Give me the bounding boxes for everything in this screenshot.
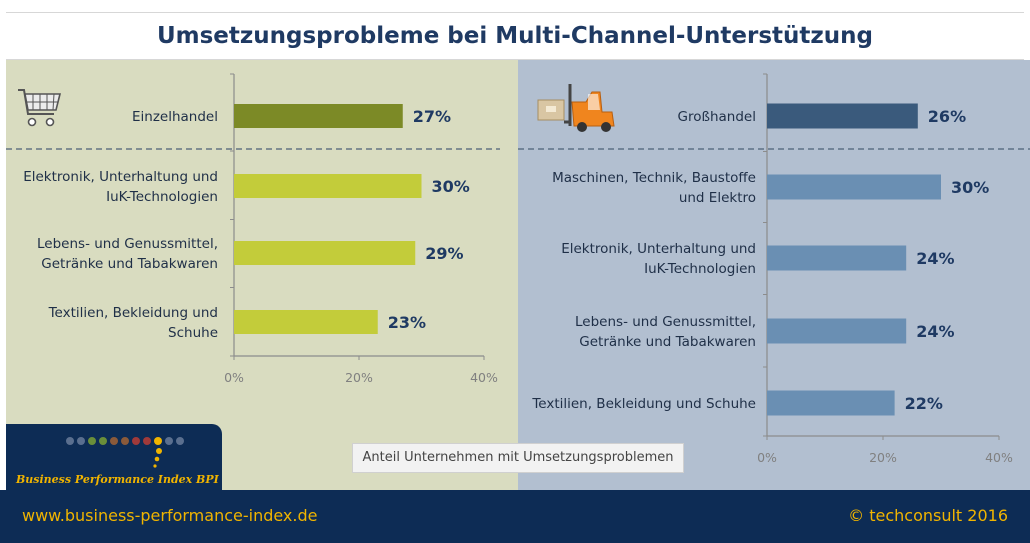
bar — [234, 104, 403, 128]
category-label: Elektronik, Unterhaltung und — [561, 241, 756, 257]
logo-dot — [99, 437, 107, 445]
logo-dot — [154, 456, 160, 462]
bar — [234, 241, 416, 265]
bar-value-label: 27% — [413, 107, 451, 126]
x-tick-label: 0% — [757, 450, 777, 465]
footer: www.business-performance-index.de © tech… — [0, 490, 1030, 543]
bar-value-label: 23% — [388, 313, 426, 332]
left-panel-background — [6, 60, 518, 490]
logo-dot — [153, 464, 157, 468]
bpi-logo: Business Performance Index BPI — [6, 424, 222, 490]
logo-dot — [88, 437, 96, 445]
bar-value-label: 30% — [432, 177, 470, 196]
category-label: Elektronik, Unterhaltung und — [23, 169, 218, 185]
category-label: IuK-Technologien — [644, 261, 756, 277]
bar-value-label: 29% — [425, 244, 463, 263]
bar-value-label: 26% — [928, 107, 966, 126]
bar — [767, 245, 907, 271]
category-label: Einzelhandel — [132, 109, 218, 125]
logo-dot — [176, 437, 184, 445]
category-label: Maschinen, Technik, Baustoffe — [552, 170, 756, 186]
x-tick-label: 40% — [470, 370, 498, 385]
x-tick-label: 20% — [345, 370, 373, 385]
category-label: IuK-Technologien — [106, 189, 218, 205]
category-label: Getränke und Tabakwaren — [579, 334, 756, 350]
logo-dot — [110, 437, 118, 445]
chart-right: 0% 20% 40% 26% Großhandel 30% Maschinen, Techn… — [518, 73, 1030, 465]
title-bar: Umsetzungsprobleme bei Multi-Channel-Unt… — [6, 12, 1024, 60]
footer-url-link[interactable]: www.business-performance-index.de — [22, 506, 318, 525]
bar — [234, 310, 378, 334]
category-label: Lebens- und Genussmittel, — [575, 314, 756, 330]
category-label: Getränke und Tabakwaren — [41, 256, 218, 272]
logo-text: Business Performance Index BPI — [16, 473, 219, 486]
category-label: und Elektro — [679, 190, 756, 206]
category-label: Großhandel — [678, 109, 757, 125]
logo-dots-graphic — [66, 437, 184, 468]
bar-value-label: 24% — [916, 249, 954, 268]
logo-dot — [165, 437, 173, 445]
logo-dot — [143, 437, 151, 445]
category-label: Schuhe — [168, 325, 218, 341]
footer-copyright: © techconsult 2016 — [848, 506, 1008, 525]
bar — [767, 390, 895, 416]
bar — [767, 103, 918, 129]
logo-dot — [77, 437, 85, 445]
category-label: Textilien, Bekleidung und Schuhe — [531, 396, 756, 412]
bar — [234, 174, 422, 198]
chart-left: 0% 20% 40% 27% Einzelhandel 30% Elektronik, Un… — [6, 73, 500, 385]
logo-dot — [66, 437, 74, 445]
x-tick-label: 40% — [985, 450, 1013, 465]
forklift-icon — [537, 84, 615, 132]
logo-dot — [154, 437, 162, 445]
bar-value-label: 24% — [916, 322, 954, 341]
logo-dot — [156, 448, 162, 454]
bar-value-label: 22% — [905, 394, 943, 413]
logo-dot — [132, 437, 140, 445]
bar — [767, 174, 941, 200]
bar — [767, 318, 907, 344]
x-tick-label: 0% — [224, 370, 244, 385]
right-panel-background — [518, 60, 1030, 490]
chart-title: Umsetzungsprobleme bei Multi-Channel-Unt… — [156, 23, 874, 49]
bar-value-label: 30% — [951, 178, 989, 197]
category-label: Lebens- und Genussmittel, — [37, 236, 218, 252]
x-tick-label: 20% — [869, 450, 897, 465]
shopping-cart-icon — [18, 89, 62, 127]
x-axis-title: Anteil Unternehmen mit Umsetzungsproblem… — [352, 443, 684, 473]
category-label: Textilien, Bekleidung und — [48, 305, 218, 321]
logo-dot — [121, 437, 129, 445]
